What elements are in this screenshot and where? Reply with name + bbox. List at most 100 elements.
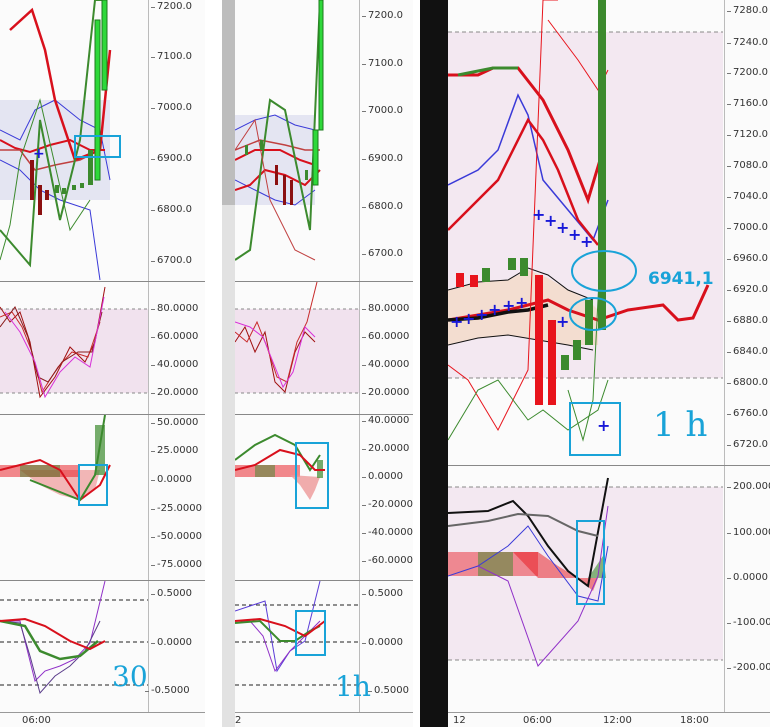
panel-gap [205,0,222,727]
price-tick: 7200.0 [362,10,403,21]
price-tick: 7000.0 [727,222,768,233]
osc-axis: 200.0000 100.0000 0.0000 -100.0000 -200.… [724,466,770,712]
macd-tick: -25.0000 [151,503,202,514]
time-tick: 12 [453,715,466,726]
stoch-tick: 20.0000 [150,387,199,398]
osc-tick: 0.5000 [151,588,192,599]
osc-pane[interactable]: 0.5000 0.0000 -0.5000 [0,581,205,713]
timeframe-label: 1h [335,670,371,703]
price-tick: 7240.0 [727,37,768,48]
macd-tick: -75.0000 [151,559,202,570]
osc-tick: -100.0000 [726,618,770,628]
macd-tick: -20.0000 [362,499,413,510]
time-tick: 18:00 [680,715,709,726]
macd-tick: -50.0000 [151,531,202,542]
price-tick: 6800.0 [362,201,403,212]
stoch-tick: 20.0000 [361,387,410,398]
price-plot [235,0,324,261]
price-annotation: 6941,1 [648,269,714,289]
price-tick: 6960.0 [727,253,768,264]
price-tick: 6700.0 [362,248,403,259]
panel-gap [413,0,420,727]
stoch-tick: 60.0000 [361,331,410,342]
svg-text:+: + [556,312,569,331]
macd-tick: -60.0000 [362,555,413,566]
price-tick: 7040.0 [727,191,768,202]
stoch-tick: 40.0000 [150,359,199,370]
osc-tick: 0.0000 [151,637,192,648]
macd-tick: 40.0000 [361,415,410,426]
time-tick: 2 [235,715,242,726]
macd-pane[interactable]: 40.0000 20.0000 0.0000 -20.0000 -40.0000… [235,415,413,581]
macd-tick: 0.0000 [362,471,403,482]
chart-panel-1h-small: 7200.0 7100.0 7000.0 6900.0 6800.0 6700.… [235,0,413,727]
price-tick: 7200.0 [151,1,192,12]
price-tick: 6840.0 [727,346,768,357]
price-tick: 7120.0 [727,129,768,140]
time-tick: 12:00 [603,715,632,726]
time-axis: 12 06:00 12:00 18:00 [448,712,770,727]
macd-tick: 25.0000 [150,445,199,456]
macd-axis: 50.0000 25.0000 0.0000 -25.0000 -50.0000… [148,415,205,580]
osc-tick: 200.0000 [727,482,770,492]
price-tick: 7200.0 [727,67,768,78]
price-tick: 6920.0 [727,284,768,295]
svg-text:+: + [488,300,501,319]
price-axis: 7200.0 7100.0 7000.0 6900.0 6800.0 6700.… [148,0,205,281]
vertical-scrollbar[interactable] [222,0,235,727]
price-tick: 6900.0 [362,153,403,164]
osc-pane[interactable]: 0.5000 0.0000 0.5000 [235,581,413,713]
price-tick: 7280.0 [727,5,768,16]
price-pane[interactable]: + + + + + + + + + + + + + 6941,1 1 h 7280.0 7240… [448,0,770,466]
stoch-tick: 60.0000 [150,331,199,342]
osc-plot [235,581,360,686]
macd-plot [0,415,111,506]
chart-panel-1h-large: + + + + + + + + + + + + + 6941,1 1 h 7280.0 7240… [448,0,770,727]
stoch-plot [0,286,150,399]
time-tick: 06:00 [22,715,51,726]
stoch-tick: 80.0000 [150,303,199,314]
macd-pane[interactable]: 50.0000 25.0000 0.0000 -25.0000 -50.0000… [0,415,205,581]
macd-plot [235,433,329,509]
price-tick: 7000.0 [362,105,403,116]
macd-tick: -40.0000 [362,527,413,538]
stoch-axis: 80.0000 60.0000 40.0000 20.0000 [359,282,413,414]
osc-tick: 0.5000 [368,685,409,696]
price-pane[interactable]: 7200.0 7100.0 7000.0 6900.0 6800.0 6700.… [235,0,413,282]
osc-tick: 0.5000 [362,588,403,599]
osc-axis: 0.5000 0.0000 0.5000 [359,581,413,713]
chart-panel-30m: + 7200.0 7100.0 7000.0 6900.0 6800.0 670… [0,0,205,727]
svg-text:+: + [597,416,610,435]
price-tick: 7100.0 [151,51,192,62]
price-tick: 6880.0 [727,315,768,326]
svg-text:+: + [450,312,463,331]
price-tick: 7160.0 [727,98,768,109]
svg-text:+: + [544,211,557,230]
scrollbar-thumb[interactable] [222,0,235,205]
svg-text:+: + [475,305,488,324]
price-plot: ++ + + + + +++ ++ ++ [448,0,723,456]
panel-divider [420,0,448,727]
price-tick: 7080.0 [727,160,768,171]
svg-text:+: + [33,146,45,162]
timeframe-label: 1 h [653,405,708,445]
stoch-tick: 40.0000 [361,359,410,370]
svg-text:+: + [556,218,569,237]
stoch-axis: 80.0000 60.0000 40.0000 20.0000 [148,282,205,414]
timeframe-label: 30 [112,660,148,693]
svg-text:+: + [502,296,515,315]
time-tick: 06:00 [523,715,552,726]
svg-text:+: + [568,225,581,244]
macd-axis: 40.0000 20.0000 0.0000 -20.0000 -40.0000… [359,415,413,580]
osc-pane[interactable]: 200.0000 100.0000 0.0000 -100.0000 -200.… [448,466,770,712]
osc-tick: 0.0000 [362,637,403,648]
svg-text:+: + [462,309,475,328]
price-axis: 7280.0 7240.0 7200.0 7160.0 7120.0 7080.… [724,0,770,465]
price-pane[interactable]: + 7200.0 7100.0 7000.0 6900.0 6800.0 670… [0,0,205,282]
price-tick: 6720.0 [727,439,768,450]
time-axis: 06:00 [0,712,205,727]
stoch-pane[interactable]: 80.0000 60.0000 40.0000 20.0000 [235,282,413,415]
macd-tick: 20.0000 [361,443,410,454]
price-tick: 6760.0 [727,408,768,419]
stoch-pane[interactable]: 80.0000 60.0000 40.0000 20.0000 [0,282,205,415]
